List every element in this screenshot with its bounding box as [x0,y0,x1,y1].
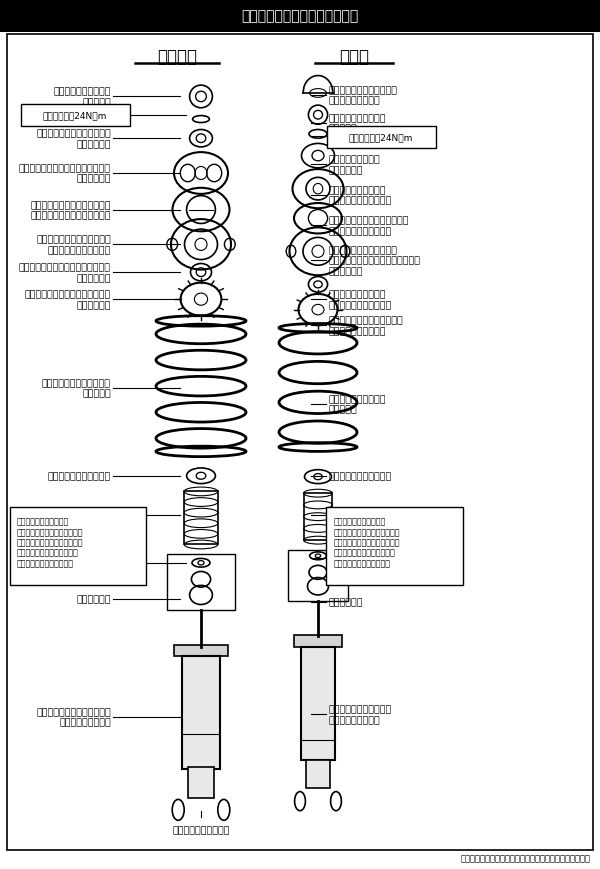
FancyBboxPatch shape [10,507,146,586]
FancyBboxPatch shape [182,656,220,769]
Text: サスペンションＡＳＳＹ構成図: サスペンションＡＳＳＹ構成図 [241,10,359,23]
Text: ナイロンロックナット
（同梱品）: ナイロンロックナット （同梱品） [329,114,386,133]
FancyBboxPatch shape [326,507,463,586]
FancyBboxPatch shape [188,767,214,798]
Text: ダストブーツ: ダストブーツ [77,511,111,520]
FancyBboxPatch shape [21,105,130,127]
Text: シートラバーリアスプリング
アッパー（純正部品）: シートラバーリアスプリング アッパー（純正部品） [329,316,404,335]
Text: ワッシャスペシャル
（純正部品）: ワッシャスペシャル （純正部品） [329,156,380,175]
Text: リ　ア: リ ア [339,49,369,66]
Text: ブッシュラバーショックアブソーバ
（純正部品）: ブッシュラバーショックアブソーバ （純正部品） [19,164,111,183]
Text: ワッシャスペシャルアウター
（純正部品）: ワッシャスペシャルアウター （純正部品） [36,129,111,149]
Text: プレートマウントラバー: プレートマウントラバー [48,472,111,481]
Text: フロント: フロント [157,49,197,66]
FancyBboxPatch shape [0,0,600,33]
Text: バンプラバー: バンプラバー [77,595,111,604]
Text: ブラケットフロントショック
アブソーバ（純正部品）: ブラケットフロントショック アブソーバ（純正部品） [36,235,111,255]
Text: キャップリアショックアブ
ソーバ（純正部品）: キャップリアショックアブ ソーバ（純正部品） [329,86,398,105]
Text: スペーサー（同梱品）: スペーサー（同梱品） [172,826,230,834]
Text: イラストと実際の製品とは形状が異なる場合があります。: イラストと実際の製品とは形状が異なる場合があります。 [461,853,591,862]
FancyBboxPatch shape [174,646,228,656]
Text: ブラケットアッセンブリー
マウンティングショックアブソーバ
（純正部品）: ブラケットアッセンブリー マウンティングショックアブソーバ （純正部品） [329,246,421,275]
FancyBboxPatch shape [301,647,335,760]
Text: ダストブーツ: ダストブーツ [329,511,364,520]
Text: バンプストッププレート
プレートの向きに注意して取付
けてください。穴のテーパーの
向きをシャフトのテーパーの
向きに合わせてください。: バンプストッププレート プレートの向きに注意して取付 けてください。穴のテーパー… [17,517,83,567]
FancyBboxPatch shape [327,127,436,149]
Text: フロントコイルスプリング
（同梱品）: フロントコイルスプリング （同梱品） [42,379,111,398]
Text: バンプストッププレート
プレートの向きに注意して取付
けてください。穴のテーパーの
向きをシャフトのテーパーの
向きに合わせてください。: バンプストッププレート プレートの向きに注意して取付 けてください。穴のテーパー… [334,517,400,567]
Text: プレートマウントラバー: プレートマウントラバー [329,472,392,481]
FancyBboxPatch shape [294,635,342,647]
Text: スペーサーフロントストラット
インシュレーター（純正部品）: スペーサーフロントストラット インシュレーター（純正部品） [31,201,111,220]
Text: ブッシュリアショック
アブソーバ（純正部品）: ブッシュリアショック アブソーバ（純正部品） [329,290,392,309]
Text: シートラバーフロントスプリング
（純正部品）: シートラバーフロントスプリング （純正部品） [25,290,111,309]
Text: 締付トルク：24N･m: 締付トルク：24N･m [349,133,413,142]
Text: バンプラバー: バンプラバー [329,598,364,607]
Text: リアコイルスプリング
（同梱品）: リアコイルスプリング （同梱品） [329,395,386,414]
Text: ブッシュラバーショックアブソーバ
（純正部品）: ブッシュラバーショックアブソーバ （純正部品） [19,263,111,282]
Text: ブッシュリアショック
アブソーバ（純正部品）: ブッシュリアショック アブソーバ（純正部品） [329,186,392,205]
Text: フロントショックアブソーバ
ＡＳＳＹ（同梱品）: フロントショックアブソーバ ＡＳＳＹ（同梱品） [36,707,111,726]
Text: シールマウンティングショック
アブソーバ（純正部品）: シールマウンティングショック アブソーバ（純正部品） [329,216,409,235]
Text: 締付トルク：24N･m: 締付トルク：24N･m [43,111,107,120]
FancyBboxPatch shape [306,760,330,788]
Text: リアショックアブソーバ
ＡＳＳＹ（同梱品）: リアショックアブソーバ ＡＳＳＹ（同梱品） [329,705,392,724]
Text: ナイロンロックナット
（同梱品）: ナイロンロックナット （同梱品） [53,88,111,107]
